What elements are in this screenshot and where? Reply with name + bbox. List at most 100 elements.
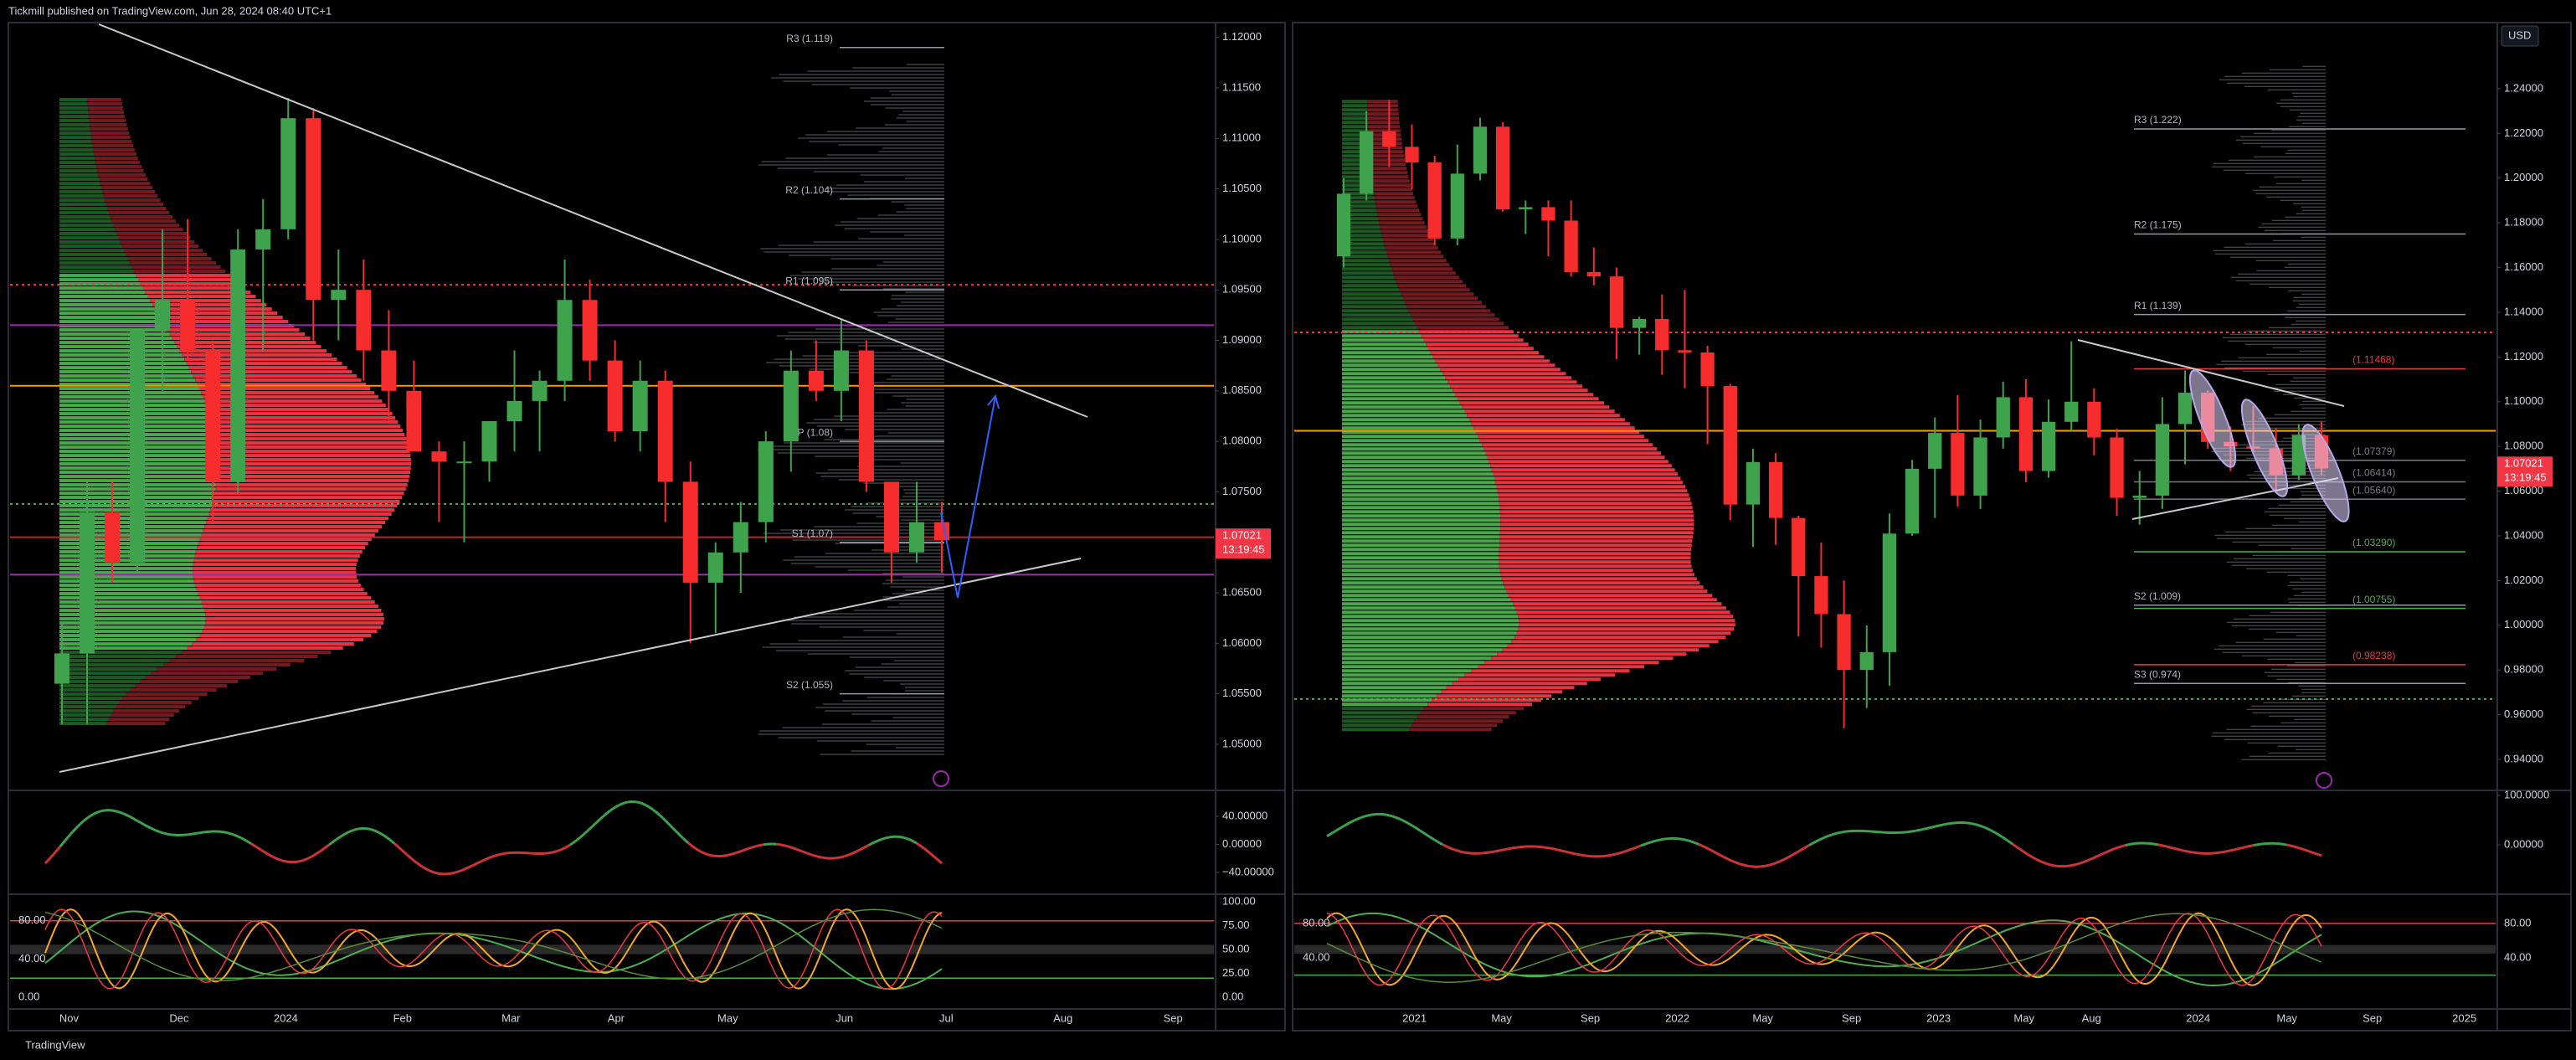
profile-bar [1342, 573, 1501, 577]
profile-bar [1342, 359, 1436, 363]
profile-bar [1342, 556, 1499, 560]
profile-bar [1342, 422, 1472, 426]
osc-line [838, 856, 842, 859]
osc-line [2122, 844, 2126, 847]
profile-bar [1342, 577, 1502, 581]
profile-bar [59, 194, 104, 198]
candle-body [758, 441, 774, 522]
profile-bar [1342, 238, 1384, 242]
profile-bar [1387, 255, 1444, 259]
osc-line [702, 852, 707, 856]
profile-bar [1383, 238, 1433, 242]
osc-line [2298, 846, 2302, 851]
osc-line [1713, 850, 1717, 855]
osc-line [760, 843, 764, 846]
osc-line [270, 855, 275, 859]
profile-bar [1374, 192, 1414, 196]
y-tick-label: 1.10000 [1222, 232, 1262, 244]
profile-bar [1500, 573, 1694, 577]
y-tick-label: 1.14000 [2504, 305, 2543, 317]
profile-bar [1499, 556, 1691, 560]
profile-bar [1342, 204, 1376, 208]
osc-line [331, 840, 335, 845]
osc-line [2002, 836, 2006, 841]
profile-bar [203, 605, 378, 609]
profile-bar [1435, 359, 1550, 363]
pivot-label: S2 (1.055) [786, 679, 833, 691]
osc-line [74, 825, 80, 831]
osc-line [1838, 831, 1843, 835]
profile-bar [59, 697, 123, 701]
osc-line [426, 868, 430, 872]
candle-body [1450, 173, 1464, 239]
osc-line [1992, 830, 1996, 834]
profile-bar [169, 659, 305, 663]
profile-bar [1446, 686, 1575, 690]
candle-body [230, 249, 246, 482]
osc-line [911, 839, 915, 843]
profile-bar [59, 592, 198, 596]
profile-bar [1342, 489, 1498, 493]
osc-line [1424, 832, 1428, 836]
profile-bar [59, 634, 200, 638]
osc-line [921, 846, 925, 850]
profile-bar [1518, 615, 1734, 619]
osc-line [2155, 842, 2159, 846]
osc-line [620, 802, 624, 806]
osc-line [464, 867, 468, 871]
profile-bar [1342, 146, 1370, 150]
osc-line [2172, 846, 2177, 851]
osc-line [2296, 846, 2300, 850]
profile-bar [1490, 656, 1674, 661]
osc-line [793, 846, 797, 851]
profile-bar [111, 713, 174, 718]
osc-line [589, 825, 594, 830]
osc-line [1399, 817, 1403, 821]
osc-line [381, 832, 385, 837]
osc-line [1336, 827, 1340, 831]
osc-line [238, 836, 242, 840]
osc-line [664, 820, 670, 825]
currency-button[interactable] [2501, 25, 2539, 47]
profile-bar [157, 667, 277, 672]
osc-line [1806, 844, 1810, 848]
osc-line [308, 855, 312, 860]
osc-line [1369, 813, 1373, 816]
profile-bar [206, 521, 386, 525]
currency[interactable]: USD [2508, 28, 2531, 41]
profile-bar [198, 592, 368, 596]
profile-bar [193, 579, 359, 584]
profile-bar [212, 500, 400, 504]
profile-bar [1342, 418, 1470, 422]
osc-line [2245, 845, 2250, 848]
profile-bar [59, 383, 198, 387]
profile-bar [1499, 569, 1693, 573]
osc-line [2115, 846, 2119, 850]
profile-bar [59, 190, 103, 194]
osc-line [1723, 856, 1727, 860]
osc-line [622, 801, 626, 805]
profile-bar [59, 680, 141, 684]
profile-bar [105, 198, 161, 203]
profile-bar [97, 169, 144, 173]
osc-line [2032, 856, 2036, 860]
osc-line [2303, 848, 2307, 852]
profile-bar [1342, 665, 1478, 669]
osc-line [843, 854, 847, 858]
profile-bar [92, 144, 134, 148]
profile-bar [1342, 288, 1400, 292]
osc-line [228, 831, 232, 836]
profile-bar [1386, 250, 1441, 255]
profile-bar [203, 625, 382, 630]
profile-bar [1342, 543, 1500, 548]
osc-line [2092, 856, 2096, 860]
candle-body [707, 552, 723, 583]
profile-bar [59, 253, 126, 257]
osc-line [1683, 838, 1687, 841]
profile-bar [59, 240, 121, 244]
osc-line [572, 840, 576, 845]
osc-line [56, 845, 62, 851]
osc-line [1434, 839, 1438, 843]
osc-line [661, 817, 667, 822]
profile-bar [215, 437, 407, 441]
